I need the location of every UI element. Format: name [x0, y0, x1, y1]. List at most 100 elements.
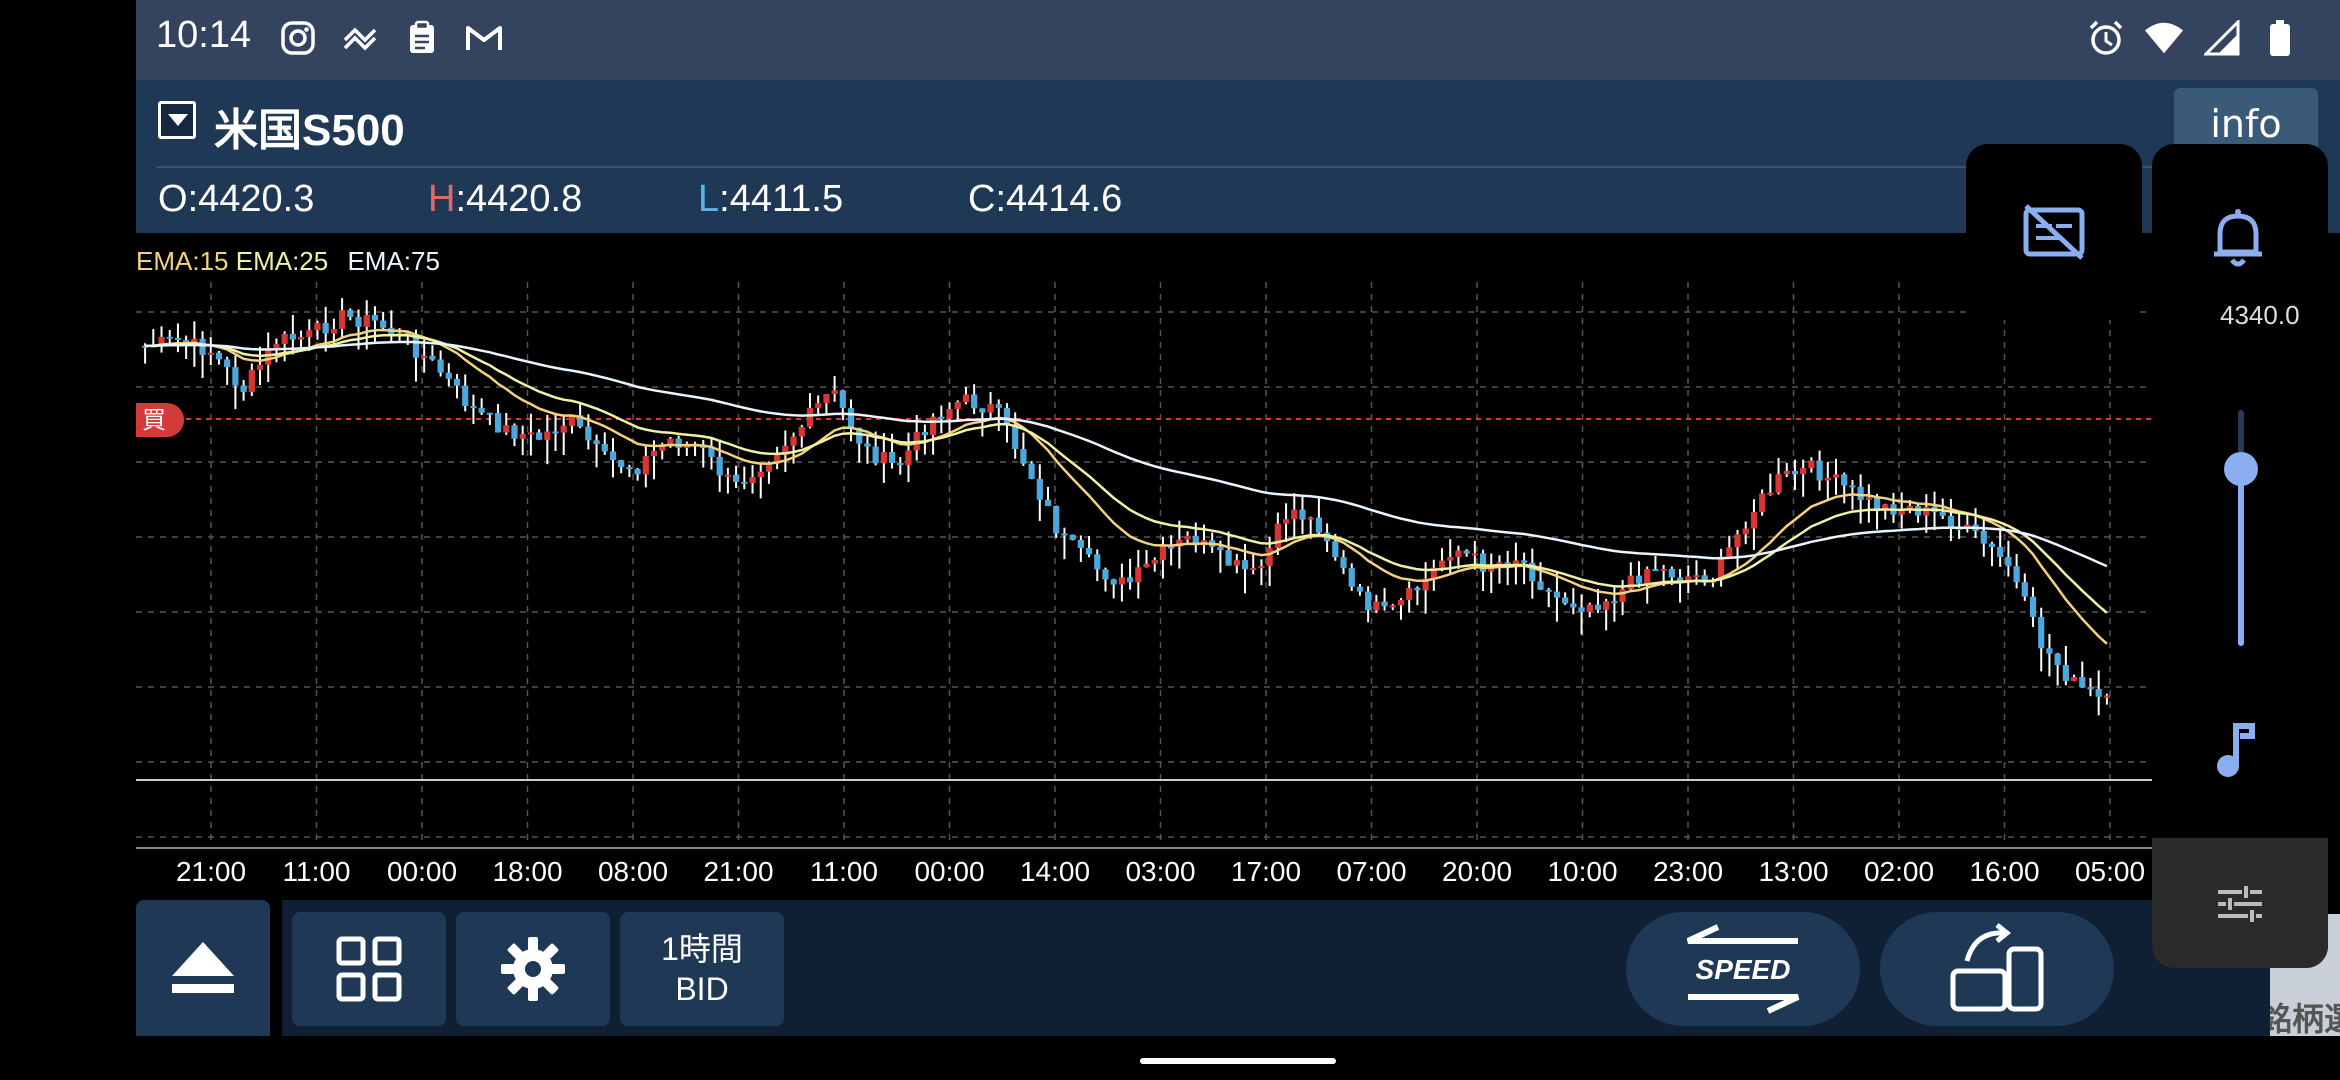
sound-settings-button[interactable]: [2152, 838, 2328, 968]
speed-order-button[interactable]: SPEED: [1626, 912, 1860, 1026]
candle-body: [979, 408, 986, 413]
timeframe-button[interactable]: 1時間 BID: [620, 912, 784, 1026]
candle-body: [511, 425, 518, 439]
eject-button[interactable]: [136, 900, 270, 1036]
candle-body: [421, 355, 428, 358]
candle-body: [1488, 567, 1495, 572]
candle-body: [1578, 607, 1585, 613]
settings-button[interactable]: [456, 912, 610, 1026]
candle-body: [1381, 601, 1388, 607]
candle-body: [1447, 557, 1454, 561]
candle-body: [1299, 509, 1306, 520]
candle-body: [412, 336, 420, 358]
x-tick-label: 08:00: [597, 856, 669, 887]
candle-body: [1537, 581, 1544, 590]
indicator-legend: EMA:15 EMA:25 EMA:75: [136, 246, 440, 277]
x-tick-label: 13:00: [1758, 856, 1829, 887]
x-tick-label: 07:00: [1336, 856, 1407, 887]
candle-body: [1036, 478, 1043, 500]
candle-body: [453, 378, 461, 386]
candle-body: [1545, 589, 1552, 592]
svg-text:SPEED: SPEED: [1696, 954, 1791, 985]
price-chart[interactable]: [136, 282, 2152, 852]
close-price: C:4414.6: [968, 178, 1123, 220]
layout-button[interactable]: [292, 912, 446, 1026]
candle-body: [1988, 543, 1996, 547]
candle-body: [782, 445, 789, 456]
header-divider: [156, 166, 2316, 168]
candle-body: [437, 359, 444, 373]
candle-body: [174, 337, 182, 341]
candle-body: [724, 474, 731, 477]
candle-body: [191, 338, 198, 344]
candle-body: [1594, 604, 1602, 610]
bell-icon[interactable]: [2210, 208, 2266, 272]
ema75-label: EMA:75: [347, 246, 440, 276]
captions-panel: [1966, 144, 2142, 320]
grid-icon: [336, 936, 402, 1002]
candle-body: [1865, 497, 1872, 500]
candle-body: [1094, 554, 1101, 570]
ema25-label: EMA:25: [235, 246, 329, 276]
price-type-label: BID: [675, 971, 729, 1007]
candle-body: [757, 471, 764, 478]
candle-body: [183, 340, 190, 344]
symbol-name[interactable]: 米国S500: [214, 106, 405, 155]
candle-body: [1718, 556, 1725, 581]
candle-body: [667, 438, 674, 445]
candle-body: [339, 310, 346, 329]
candle-body: [626, 467, 633, 470]
candle-body: [1003, 407, 1011, 425]
candle-body: [1816, 460, 1823, 481]
candle-body: [1012, 424, 1019, 450]
candle-body: [429, 355, 436, 360]
ema15-label: EMA:15: [136, 246, 229, 276]
candle-body: [1340, 557, 1347, 568]
candle-body: [1644, 569, 1651, 584]
candle-body: [297, 337, 305, 340]
candle-body: [1028, 463, 1035, 479]
candle-body: [207, 352, 214, 355]
candle-body: [708, 447, 715, 457]
candle-body: [1143, 563, 1150, 568]
candle-body: [1282, 519, 1290, 524]
rotate-screen-button[interactable]: [1880, 912, 2114, 1026]
candle-body: [864, 443, 871, 447]
candle-body: [741, 481, 748, 484]
candle-body: [1110, 579, 1117, 585]
candle-body: [815, 403, 822, 408]
candle-body: [2029, 596, 2037, 617]
symbol-dropdown-toggle[interactable]: [158, 101, 196, 139]
wifi-icon: [2144, 18, 2184, 58]
candle-body: [544, 431, 551, 440]
candle-body: [256, 364, 264, 370]
candle-body: [856, 427, 863, 444]
home-indicator[interactable]: [1140, 1058, 1336, 1064]
ema75-line: [145, 340, 2108, 568]
candle-body: [798, 426, 805, 437]
gear-icon: [501, 937, 565, 1001]
candle-body: [831, 390, 838, 394]
candle-body: [1849, 485, 1856, 488]
candle-body: [1750, 512, 1758, 529]
candle-body: [2038, 616, 2045, 649]
volume-slider[interactable]: [2224, 410, 2258, 646]
candle-body: [1603, 601, 1610, 610]
candle-body: [1365, 591, 1372, 611]
candle-body: [1291, 509, 1298, 520]
candle-body: [527, 432, 534, 435]
screen-rotate-icon: [1950, 923, 2044, 1012]
candle-body: [1250, 567, 1257, 570]
candle-body: [1824, 477, 1831, 481]
candle-body: [1512, 560, 1519, 567]
candle-body: [577, 415, 584, 427]
candle-body: [380, 320, 387, 328]
candle-body: [248, 369, 255, 393]
candle-body: [1332, 541, 1339, 558]
volume-slider-handle[interactable]: [2224, 452, 2258, 486]
candle-body: [2103, 695, 2110, 698]
candle-body: [733, 474, 740, 482]
candle-body: [1882, 504, 1889, 512]
candle-body: [2046, 648, 2053, 654]
captions-off-icon[interactable]: [2022, 204, 2086, 264]
